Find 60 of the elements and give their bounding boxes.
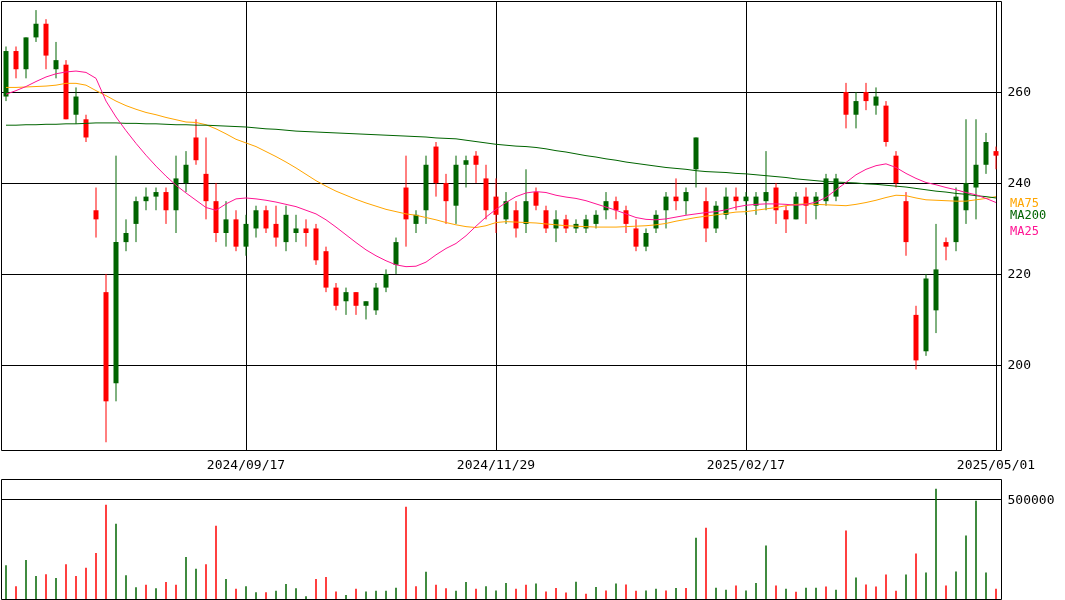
candlestick xyxy=(613,196,619,220)
candlestick xyxy=(193,118,199,166)
series-label: MA200 xyxy=(1010,207,1047,222)
candlestick xyxy=(343,287,349,316)
candlestick xyxy=(383,268,389,293)
candlestick xyxy=(163,187,169,225)
candlestick xyxy=(783,205,789,234)
y-tick-label: 260 xyxy=(1007,84,1031,100)
candlestick xyxy=(493,177,499,234)
candlestick xyxy=(133,196,139,243)
candlestick xyxy=(83,114,89,143)
candlestick xyxy=(243,214,249,257)
candlestick xyxy=(683,187,689,216)
candlestick xyxy=(253,205,259,239)
candlestick xyxy=(333,282,339,311)
candlestick xyxy=(353,291,359,316)
candlestick xyxy=(993,146,999,170)
candlestick xyxy=(873,86,879,116)
line-series xyxy=(5,70,997,268)
candlestick xyxy=(663,191,669,229)
candlestick xyxy=(633,218,639,252)
candlestick xyxy=(93,187,99,239)
candlestick xyxy=(33,9,39,43)
candlestick xyxy=(153,187,159,211)
candlestick xyxy=(443,173,449,225)
candlestick xyxy=(983,132,989,175)
candlestick xyxy=(463,155,469,189)
candlestick xyxy=(373,282,379,316)
candlestick xyxy=(523,168,529,234)
candlestick xyxy=(943,237,949,261)
x-tick-label: 2025/05/01 xyxy=(956,456,1036,472)
candlestick xyxy=(513,200,519,239)
candlestick xyxy=(843,82,849,129)
candlestick xyxy=(533,187,539,211)
candlestick xyxy=(363,300,369,320)
y-tick-label: 200 xyxy=(1007,357,1031,373)
x-tick-label: 2025/02/17 xyxy=(706,456,786,472)
candlestick xyxy=(473,150,479,184)
candlestick xyxy=(863,82,869,111)
candlestick xyxy=(303,218,309,248)
y-tick-label: 240 xyxy=(1007,175,1031,191)
candlestick xyxy=(643,227,649,252)
candlestick xyxy=(293,214,299,243)
candlestick xyxy=(273,205,279,248)
x-tick-label: 2024/09/17 xyxy=(206,456,286,472)
text: MA25 xyxy=(1010,223,1039,238)
candlestick xyxy=(183,150,189,193)
candlestick xyxy=(223,200,229,248)
candlestick xyxy=(623,205,629,234)
candlestick xyxy=(13,45,19,79)
candlestick xyxy=(853,91,859,129)
y-tick-label: 220 xyxy=(1007,266,1031,282)
series-label: MA75 xyxy=(1010,195,1039,210)
candlestick xyxy=(123,218,129,252)
y-tick-label: 500000 xyxy=(1007,491,1055,507)
candlestick xyxy=(53,41,59,79)
x-tick-label: 2024/11/29 xyxy=(456,456,536,472)
candlestick xyxy=(503,191,509,225)
candlestick xyxy=(263,205,269,234)
candlestick xyxy=(393,237,399,275)
